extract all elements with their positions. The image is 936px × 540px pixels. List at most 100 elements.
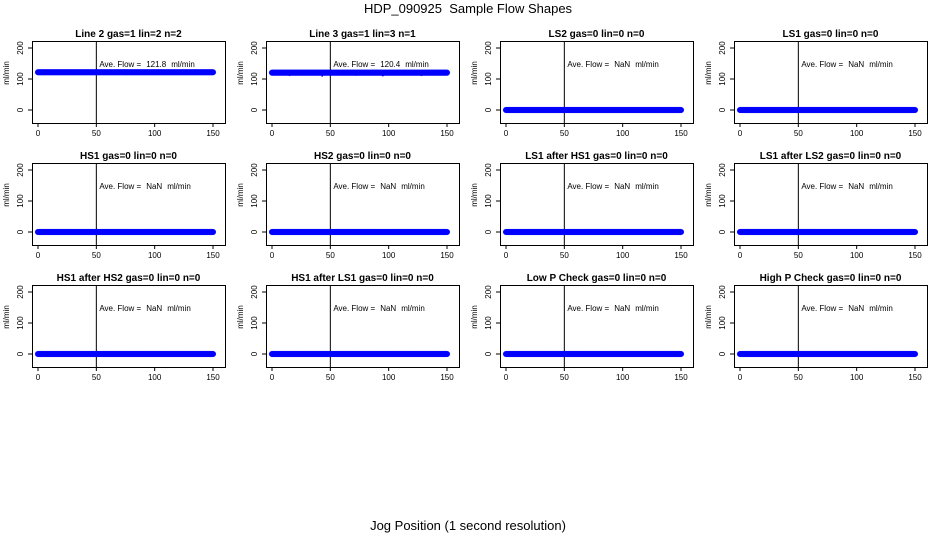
- y-tick-label: 0: [16, 351, 25, 356]
- x-tick-label: 0: [738, 129, 743, 138]
- ave-flow-unit: ml/min: [171, 60, 195, 69]
- ave-flow-unit: ml/min: [401, 304, 425, 313]
- ave-flow-annotation: Ave. Flow = NaN ml/min: [567, 304, 658, 313]
- panel-10: HS1 after LS1 gas=0 lin=0 n=0 ml/min 0 100 2…: [236, 273, 460, 382]
- y-tick-label: 0: [718, 351, 727, 356]
- y-tick-label: 200: [484, 285, 493, 299]
- x-tick-label: 100: [850, 251, 864, 260]
- panel-title: High P Check gas=0 lin=0 n=0: [760, 273, 902, 284]
- x-tick-label: 0: [504, 251, 509, 260]
- ave-flow-unit: ml/min: [635, 182, 659, 191]
- ave-flow-annotation: Ave. Flow = 120.4 ml/min: [333, 60, 428, 69]
- ave-flow-value: NaN: [614, 304, 630, 313]
- ave-flow-label: Ave. Flow =: [99, 304, 141, 313]
- x-tick-label: 150: [206, 129, 220, 138]
- panel-title: Line 3 gas=1 lin=3 n=1: [309, 29, 416, 40]
- x-tick-label: 150: [908, 373, 922, 382]
- ave-flow-value: NaN: [614, 182, 630, 191]
- x-tick-label: 100: [148, 251, 162, 260]
- x-tick-label: 150: [674, 251, 688, 260]
- series-flow: [268, 228, 451, 236]
- x-tick-label: 50: [794, 251, 803, 260]
- y-tick-label: 200: [16, 163, 25, 177]
- x-tick-label: 100: [382, 373, 396, 382]
- x-tick-label: 100: [148, 373, 162, 382]
- x-tick-label: 150: [206, 373, 220, 382]
- x-tick-label: 50: [560, 251, 569, 260]
- x-tick-label: 50: [92, 251, 101, 260]
- y-tick-label: 100: [250, 316, 259, 330]
- y-tick-label: 100: [484, 194, 493, 208]
- data-point: [911, 228, 919, 236]
- ave-flow-label: Ave. Flow =: [333, 182, 375, 191]
- ave-flow-label: Ave. Flow =: [801, 182, 843, 191]
- y-tick-label: 200: [484, 163, 493, 177]
- y-tick-label: 100: [718, 194, 727, 208]
- y-axis-label: ml/min: [2, 183, 11, 207]
- plot-frame: [734, 285, 928, 368]
- x-tick-label: 100: [382, 251, 396, 260]
- ave-flow-annotation: Ave. Flow = NaN ml/min: [99, 304, 190, 313]
- y-axis-label: ml/min: [704, 183, 713, 207]
- panel-12: High P Check gas=0 lin=0 n=0 ml/min 0 100 20…: [704, 273, 928, 382]
- x-tick-label: 50: [326, 251, 335, 260]
- plot-frame: [500, 285, 694, 368]
- y-axis-label: ml/min: [470, 61, 479, 85]
- ave-flow-annotation: Ave. Flow = NaN ml/min: [801, 182, 892, 191]
- x-tick-label: 0: [36, 129, 41, 138]
- ave-flow-label: Ave. Flow =: [333, 304, 375, 313]
- ave-flow-unit: ml/min: [635, 60, 659, 69]
- plot-frame: [266, 163, 460, 246]
- panel-title: HS1 gas=0 lin=0 n=0: [80, 151, 177, 162]
- x-tick-label: 0: [738, 373, 743, 382]
- data-point: [209, 69, 217, 76]
- y-tick-label: 0: [718, 229, 727, 234]
- x-tick-label: 0: [36, 251, 41, 260]
- x-tick-label: 50: [326, 129, 335, 138]
- ave-flow-value: NaN: [848, 304, 864, 313]
- x-tick-label: 0: [504, 129, 509, 138]
- series-flow: [34, 228, 217, 236]
- x-tick-label: 50: [92, 373, 101, 382]
- series-flow: [34, 350, 217, 358]
- ave-flow-unit: ml/min: [869, 304, 893, 313]
- x-tick-label: 50: [560, 129, 569, 138]
- data-point: [677, 350, 685, 358]
- y-tick-label: 0: [250, 351, 259, 356]
- data-point: [209, 228, 217, 236]
- x-tick-label: 50: [794, 373, 803, 382]
- y-tick-label: 100: [484, 316, 493, 330]
- ave-flow-annotation: Ave. Flow = NaN ml/min: [567, 182, 658, 191]
- series-flow: [268, 69, 451, 77]
- ave-flow-value: NaN: [146, 304, 162, 313]
- y-tick-label: 200: [718, 163, 727, 177]
- y-tick-label: 0: [484, 351, 493, 356]
- y-tick-label: 200: [250, 285, 259, 299]
- y-axis-label: ml/min: [704, 61, 713, 85]
- ave-flow-value: 121.8: [146, 60, 167, 69]
- panel-title: LS1 after LS2 gas=0 lin=0 n=0: [760, 151, 902, 162]
- y-tick-label: 100: [250, 72, 259, 86]
- x-tick-label: 0: [36, 373, 41, 382]
- x-tick-label: 150: [206, 251, 220, 260]
- series-flow: [736, 106, 919, 114]
- ave-flow-annotation: Ave. Flow = NaN ml/min: [333, 304, 424, 313]
- ave-flow-annotation: Ave. Flow = NaN ml/min: [801, 60, 892, 69]
- y-axis-label: ml/min: [2, 61, 11, 85]
- y-axis-label: ml/min: [470, 183, 479, 207]
- x-tick-label: 100: [616, 129, 630, 138]
- panel-5: HS1 gas=0 lin=0 n=0 ml/min 0 100 200 0 50 100 15…: [2, 151, 226, 260]
- figure-title: HDP_090925 Sample Flow Shapes: [363, 1, 573, 16]
- ave-flow-label: Ave. Flow =: [567, 304, 609, 313]
- panel-3: LS2 gas=0 lin=0 n=0 ml/min 0 100 200 0 50 100 15…: [470, 29, 694, 138]
- ave-flow-value: NaN: [380, 182, 396, 191]
- ave-flow-label: Ave. Flow =: [99, 60, 141, 69]
- ave-flow-value: 120.4: [380, 60, 401, 69]
- y-tick-label: 200: [484, 41, 493, 55]
- panel-title: HS1 after HS2 gas=0 lin=0 n=0: [57, 273, 201, 284]
- y-axis-label: ml/min: [236, 61, 245, 85]
- panel-11: Low P Check gas=0 lin=0 n=0 ml/min 0 100 200…: [470, 273, 694, 382]
- series-flow: [34, 69, 217, 76]
- x-tick-label: 100: [850, 373, 864, 382]
